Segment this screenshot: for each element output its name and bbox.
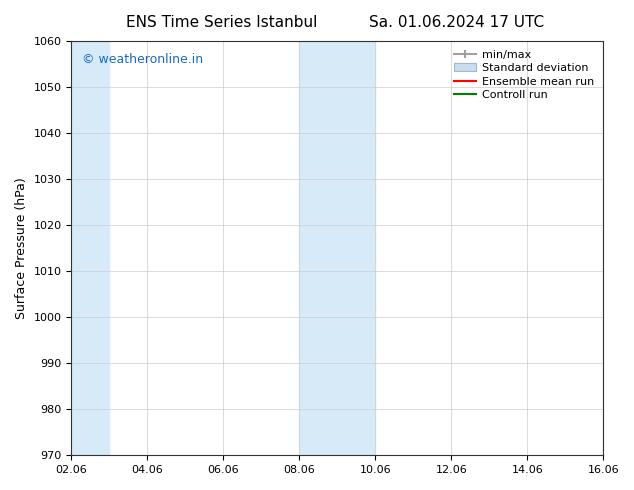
Legend: min/max, Standard deviation, Ensemble mean run, Controll run: min/max, Standard deviation, Ensemble me… xyxy=(451,47,598,103)
Bar xyxy=(72,41,110,455)
Text: © weatheronline.in: © weatheronline.in xyxy=(82,53,203,67)
Bar xyxy=(603,41,630,455)
Text: Sa. 01.06.2024 17 UTC: Sa. 01.06.2024 17 UTC xyxy=(369,15,544,30)
Text: ENS Time Series Istanbul: ENS Time Series Istanbul xyxy=(126,15,318,30)
Y-axis label: Surface Pressure (hPa): Surface Pressure (hPa) xyxy=(15,177,28,319)
Bar xyxy=(299,41,375,455)
